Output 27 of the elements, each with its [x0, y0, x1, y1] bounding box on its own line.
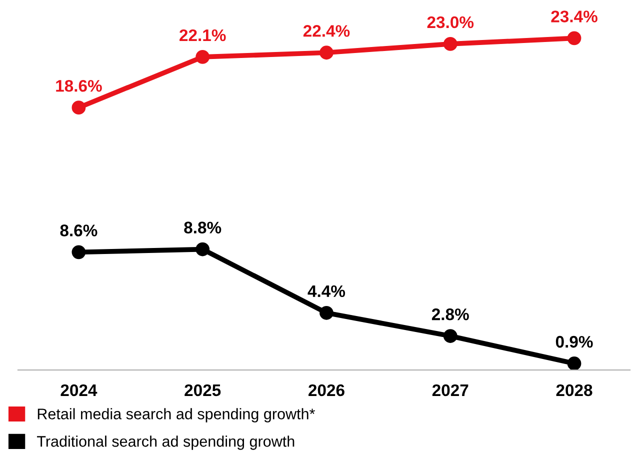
x-tick-label: 2026	[308, 384, 344, 396]
data-label: 22.1%	[180, 29, 226, 42]
point	[72, 245, 86, 260]
legend-label: Traditional search ad spending growth	[37, 436, 294, 450]
data-label: 2.8%	[432, 308, 469, 320]
data-label: 8.6%	[60, 224, 98, 236]
x-tick-label: 2028	[556, 384, 592, 396]
x-tick-label: 2024	[60, 384, 98, 396]
data-label: 4.4%	[308, 285, 346, 298]
legend-label: Retail media search ad spending growth*	[38, 408, 315, 422]
x-tick-label: 2027	[432, 384, 468, 396]
x-tick-label: 2025	[184, 384, 221, 396]
point	[320, 306, 334, 320]
data-label: 23.0%	[427, 16, 474, 28]
point	[443, 37, 458, 51]
data-label: 22.4%	[303, 25, 350, 37]
point	[567, 356, 582, 370]
point	[72, 100, 86, 115]
data-label: 0.9%	[556, 336, 593, 348]
point	[443, 329, 458, 343]
data-label: 18.6%	[56, 80, 102, 92]
point	[196, 242, 210, 256]
point	[196, 50, 210, 64]
point	[320, 46, 334, 60]
data-label: 23.4%	[551, 10, 598, 22]
data-label: 8.8%	[184, 222, 222, 234]
point	[567, 31, 582, 46]
